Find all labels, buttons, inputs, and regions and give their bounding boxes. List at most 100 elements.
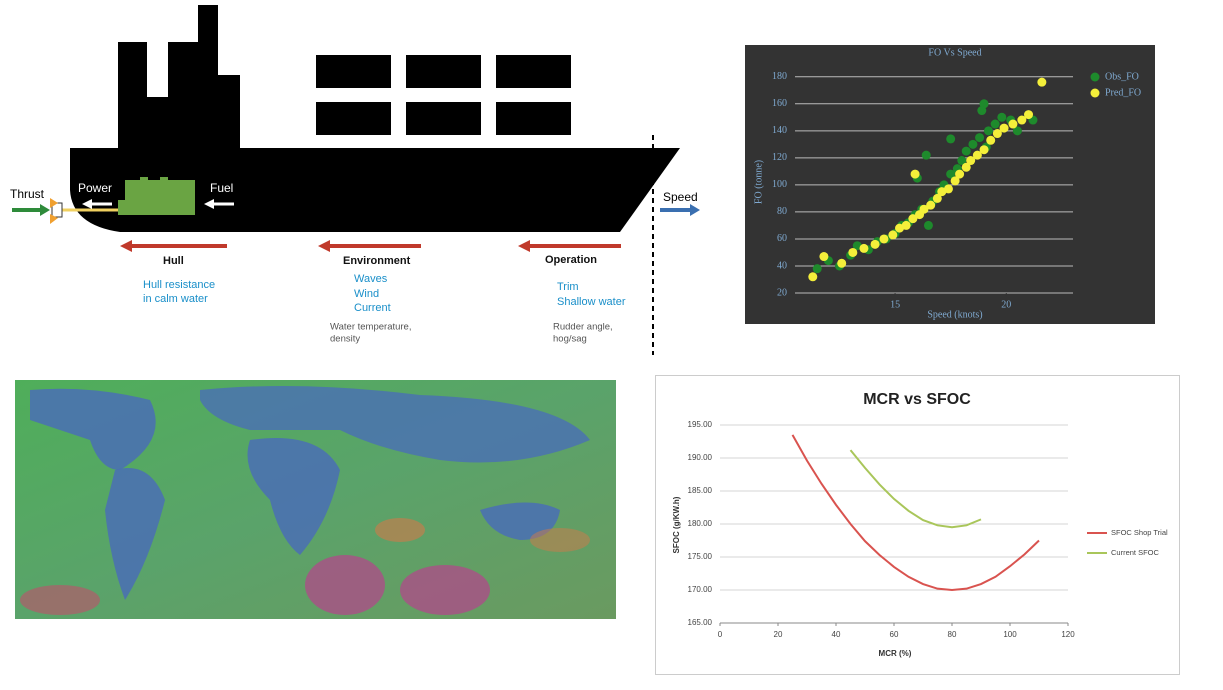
factor-item: Hull resistance [143,279,215,291]
y-tick-label: 165.00 [688,618,713,627]
factor-item: Shallow water [557,296,626,308]
factor-title: Environment [343,255,411,267]
propeller [50,214,58,224]
y-tick-label: 195.00 [688,420,713,429]
point [1024,110,1034,120]
point [961,162,971,172]
point [910,169,920,179]
point [879,234,889,244]
point [926,200,936,210]
factor-item: Waves [354,273,388,285]
y-tick-label: 185.00 [688,486,713,495]
chart-title: FO Vs Speed [928,47,981,58]
point [999,123,1009,133]
point [955,169,965,179]
point [975,133,985,143]
legend-marker [1090,88,1100,98]
x-tick-label: 15 [890,299,900,310]
point [977,106,987,116]
wind-map [15,380,616,619]
point [972,150,982,160]
factor-item: Current [354,302,391,314]
scatter-chart: FO Vs Speed Speed (knots) FO (tonne) 20 4… [745,45,1155,324]
legend-label: SFOC Shop Trial [1111,528,1168,537]
point [961,146,971,156]
factor-item: Wind [354,288,379,300]
y-tick-label: 175.00 [688,552,713,561]
point [808,272,818,282]
hull [70,148,680,232]
point [1012,126,1022,136]
y-tick-label: 100 [772,179,787,190]
x-axis-label: MCR (%) [879,649,912,658]
y-tick-label: 180.00 [688,519,713,528]
point [919,204,929,214]
factor-item: Trim [557,281,579,293]
y-tick-label: 60 [777,233,787,244]
point [870,239,880,249]
point [943,184,953,194]
y-tick-label: 80 [777,206,787,217]
legend-marker [1090,72,1100,82]
point [997,112,1007,122]
y-tick-label: 140 [772,125,787,136]
windows [316,55,571,135]
legend-label: Obs_FO [1105,71,1139,82]
x-tick-label: 120 [1061,630,1075,639]
point [979,99,989,109]
x-tick-label: 0 [718,630,723,639]
point [923,220,933,230]
point [950,176,960,186]
y-tick-label: 160 [772,98,787,109]
y-tick-label: 40 [777,260,787,271]
point [901,220,911,230]
factor-note: hog/sag [553,334,587,345]
point [908,214,918,224]
propeller [50,198,58,208]
factor-title: Hull [163,255,184,267]
chart-border [655,375,1180,675]
point [968,139,978,149]
arrows [12,199,700,252]
y-tick-label: 20 [777,287,787,298]
point [819,252,829,262]
point [848,247,858,257]
legend-label: Current SFOC [1111,548,1160,557]
line [791,434,1040,592]
point [966,156,976,166]
point [957,156,967,166]
point [932,193,942,203]
x-tick-label: 100 [1003,630,1017,639]
factor-note: Water temperature, [330,322,411,333]
point [1037,77,1047,87]
point [921,150,931,160]
y-tick-label: 180 [772,71,787,82]
point [990,119,1000,129]
y-axis-label: SFOC (g/KW.h) [672,496,681,553]
x-tick-label: 40 [832,630,841,639]
point [983,126,993,136]
point [946,134,956,144]
y-tick-label: 120 [772,152,787,163]
engine [118,177,195,215]
x-tick-label: 80 [948,630,957,639]
x-axis-label: Speed (knots) [927,309,982,320]
y-axis-label: FO (tonne) [753,160,764,204]
point [812,264,822,274]
x-tick-label: 60 [890,630,899,639]
factor-note: density [330,334,360,345]
chart-title: MCR vs SFOC [863,391,971,408]
point [1008,119,1018,129]
line [849,449,982,529]
power-label: Power [78,181,112,195]
point [837,258,847,268]
x-tick-label: 20 [774,630,783,639]
y-tick-label: 170.00 [688,585,713,594]
point [992,129,1002,139]
factor-note: Rudder angle, [553,322,613,333]
point [979,145,989,155]
speed-label: Speed [663,190,698,204]
thrust-label: Thrust [10,187,45,201]
